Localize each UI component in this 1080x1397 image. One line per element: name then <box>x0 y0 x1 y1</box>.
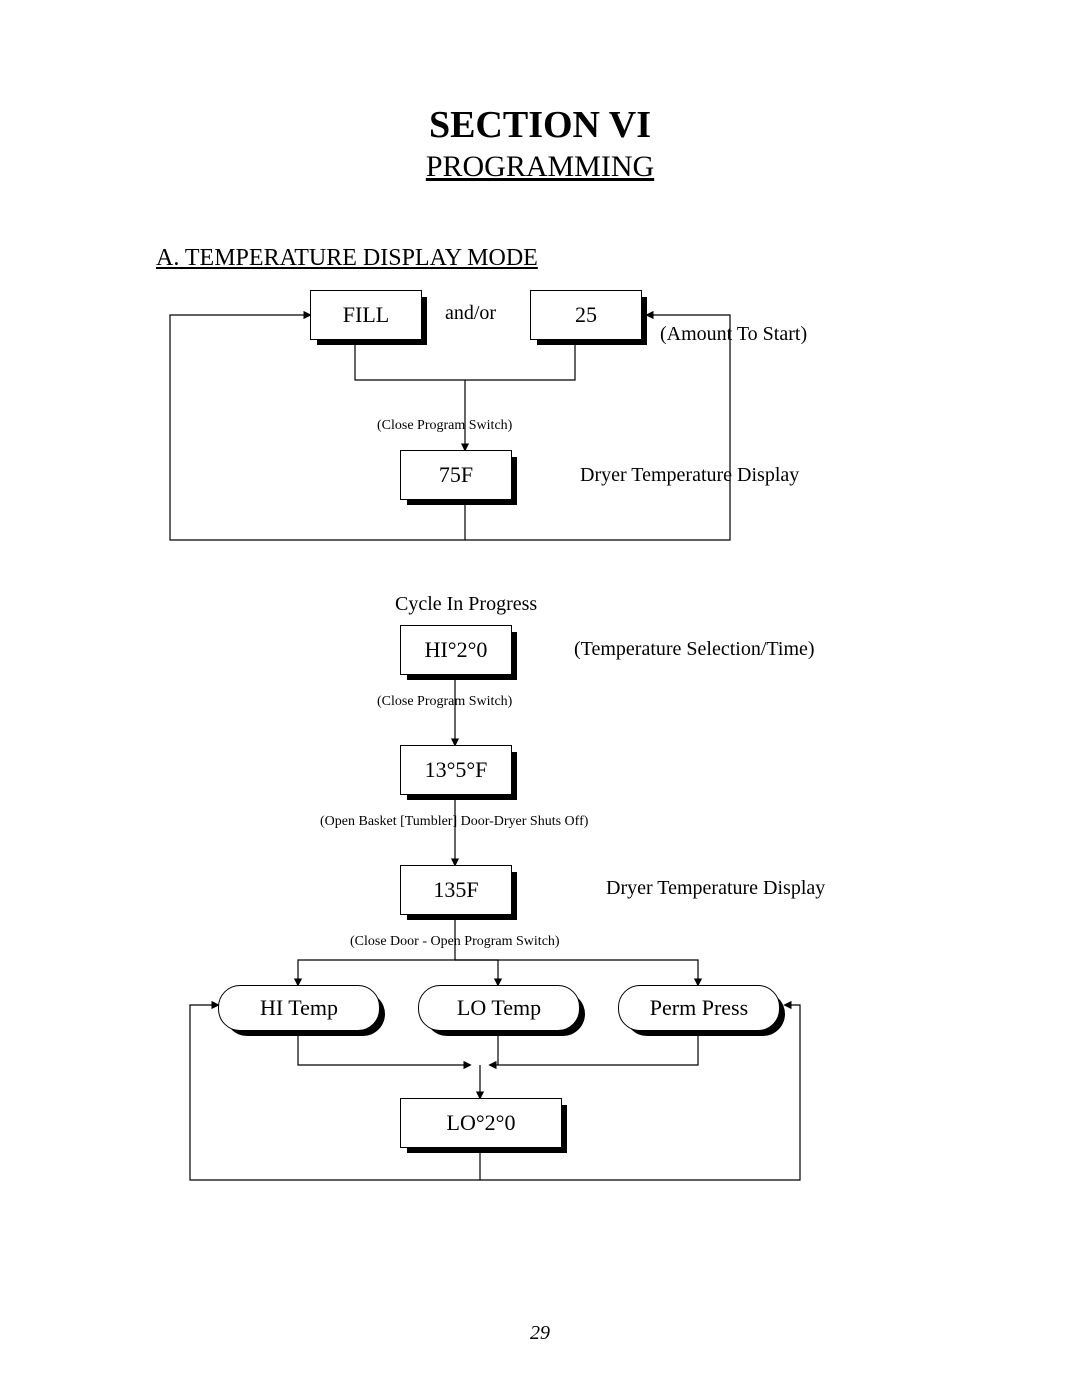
caption-andor: and/or <box>445 302 496 325</box>
small-caption-close2: (Close Program Switch) <box>377 694 512 710</box>
box-amount: 25 <box>530 290 640 338</box>
box-lo20: LO°2°0 <box>400 1098 560 1146</box>
section-title: SECTION VI <box>0 103 1080 147</box>
box-t135deg-label: 13°5°F <box>425 757 488 783</box>
box-t135f-label: 135F <box>433 877 478 903</box>
subtitle-programming: PROGRAMMING <box>0 150 1080 184</box>
box-hi20: HI°2°0 <box>400 625 510 673</box>
box-fill: FILL <box>310 290 420 338</box>
box-t135f: 135F <box>400 865 510 913</box>
small-caption-open-basket: (Open Basket [Tumbler] Door-Dryer Shuts … <box>320 814 588 830</box>
caption-dryer-temp-1: Dryer Temperature Display <box>580 464 799 487</box>
pill-hitemp-label: HI Temp <box>260 995 338 1021</box>
box-lo20-label: LO°2°0 <box>447 1110 516 1136</box>
pill-lotemp-label: LO Temp <box>457 995 541 1021</box>
page: SECTION VI PROGRAMMING A. TEMPERATURE DI… <box>0 0 1080 1397</box>
page-number: 29 <box>0 1322 1080 1345</box>
box-t135deg: 13°5°F <box>400 745 510 793</box>
caption-cycle: Cycle In Progress <box>395 593 537 616</box>
pill-hitemp: HI Temp <box>218 985 378 1029</box>
box-temp75-label: 75F <box>439 462 473 488</box>
small-caption-close-door: (Close Door - Open Program Switch) <box>350 934 560 950</box>
box-fill-label: FILL <box>343 302 389 328</box>
flowchart-connectors <box>0 0 1080 1397</box>
caption-temp-sel: (Temperature Selection/Time) <box>574 638 815 661</box>
caption-amount-start: (Amount To Start) <box>660 323 807 346</box>
box-amount-label: 25 <box>575 302 597 328</box>
small-caption-close1: (Close Program Switch) <box>377 418 512 434</box>
pill-permpress: Perm Press <box>618 985 778 1029</box>
box-temp75: 75F <box>400 450 510 498</box>
section-heading-a: A. TEMPERATURE DISPLAY MODE <box>156 245 538 272</box>
pill-permpress-label: Perm Press <box>650 995 748 1021</box>
caption-dryer-temp-2: Dryer Temperature Display <box>606 877 825 900</box>
box-hi20-label: HI°2°0 <box>425 637 488 663</box>
pill-lotemp: LO Temp <box>418 985 578 1029</box>
